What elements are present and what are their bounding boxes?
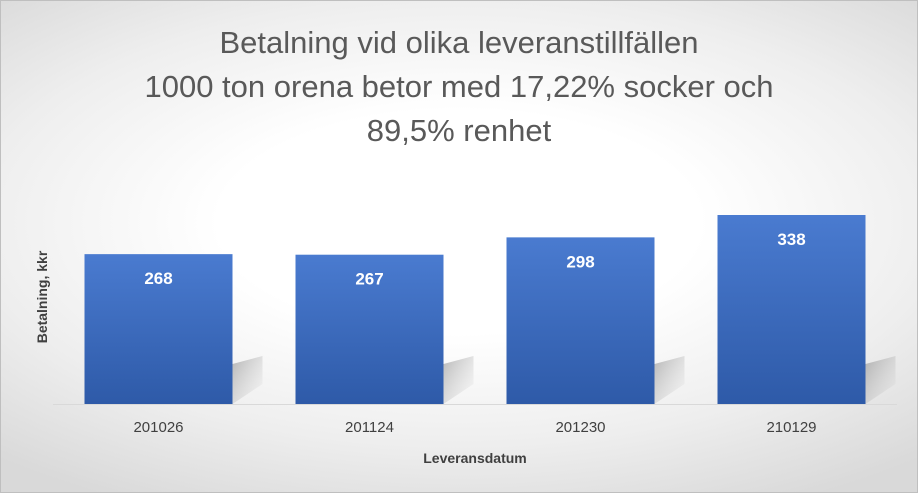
bar-shadow <box>654 356 685 404</box>
data-label: 338 <box>777 230 805 249</box>
bar-shadow <box>865 356 896 404</box>
x-tick-label: 201124 <box>345 419 394 436</box>
bars <box>84 215 866 404</box>
data-labels: 268 267 298 338 <box>144 230 805 289</box>
chart-title-line-1: Betalning vid olika leveranstillfällen <box>219 25 699 60</box>
chart-title-line-2: 1000 ton orena betor med 17,22% socker o… <box>144 69 774 104</box>
data-label: 267 <box>355 270 383 289</box>
bar-201124 <box>295 254 444 404</box>
bar-201026 <box>84 254 233 404</box>
bar-shadow <box>443 356 474 404</box>
bar-shadows <box>232 356 896 404</box>
x-axis-title: Leveransdatum <box>423 450 526 466</box>
x-tick-label: 201230 <box>555 419 605 436</box>
bar-shadow <box>232 356 263 404</box>
y-axis-title: Betalning, kkr <box>34 250 50 343</box>
x-tick-label: 210129 <box>766 419 816 436</box>
bar-210129 <box>717 215 866 404</box>
data-label: 298 <box>566 252 594 271</box>
x-tick-label: 201026 <box>133 419 183 436</box>
chart-title-line-3: 89,5% renhet <box>366 113 552 148</box>
chart-title: Betalning vid olika leveranstillfällen 1… <box>1 21 917 153</box>
x-tick-labels: 201026 201124 201230 210129 <box>133 419 816 436</box>
data-label: 268 <box>144 269 172 288</box>
bar-201230 <box>506 237 655 404</box>
